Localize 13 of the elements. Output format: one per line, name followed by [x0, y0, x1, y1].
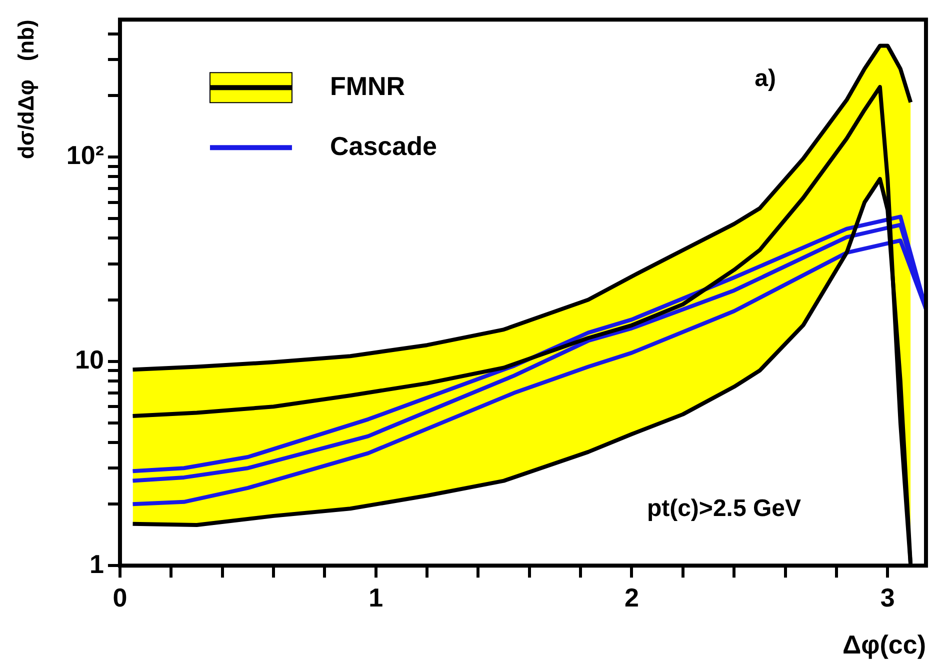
x-tick-label: 2	[624, 582, 639, 612]
legend-label: FMNR	[330, 70, 406, 101]
annotation: pt(c)>2.5 GeV	[646, 495, 801, 522]
legend-label: Cascade	[330, 130, 437, 161]
annotation: a)	[754, 65, 776, 92]
y-axis-title: dσ/dΔφ (nb)	[13, 20, 38, 160]
y-tick-label: 1	[90, 548, 104, 579]
x-tick-label: 3	[880, 582, 895, 612]
x-tick-label: 1	[368, 582, 384, 612]
x-axis-title: Δφ(cc)	[842, 630, 926, 660]
y-tick-label: 10	[75, 344, 104, 374]
x-tick-label: 0	[112, 582, 128, 612]
y-tick-label: 10²	[66, 140, 104, 170]
